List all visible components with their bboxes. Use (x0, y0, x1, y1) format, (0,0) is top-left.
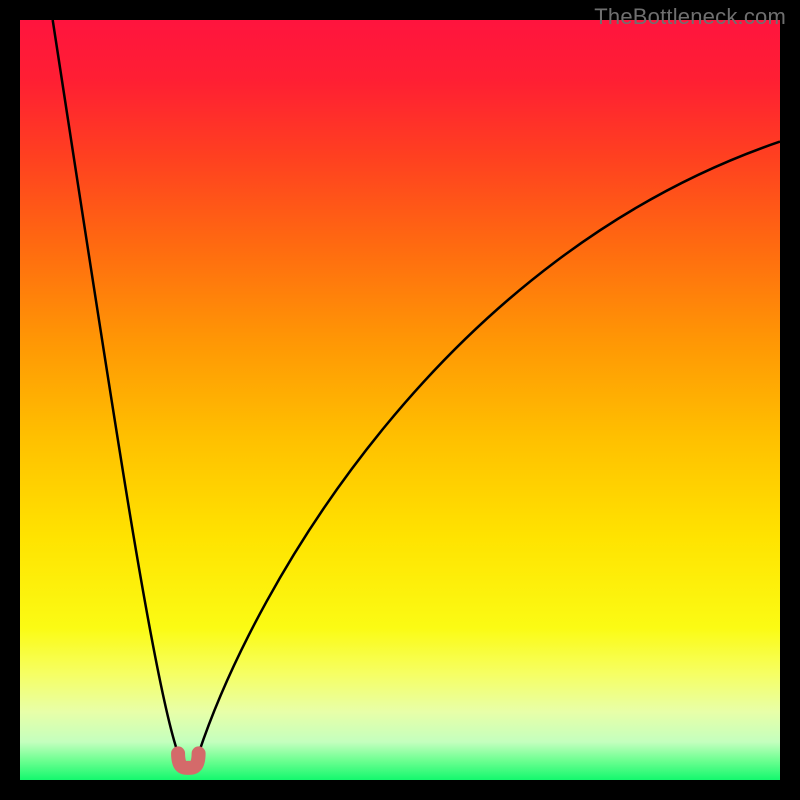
bottleneck-chart-svg (0, 0, 800, 800)
watermark-text: TheBottleneck.com (594, 4, 786, 30)
plot-area (20, 20, 780, 780)
chart-root: TheBottleneck.com (0, 0, 800, 800)
